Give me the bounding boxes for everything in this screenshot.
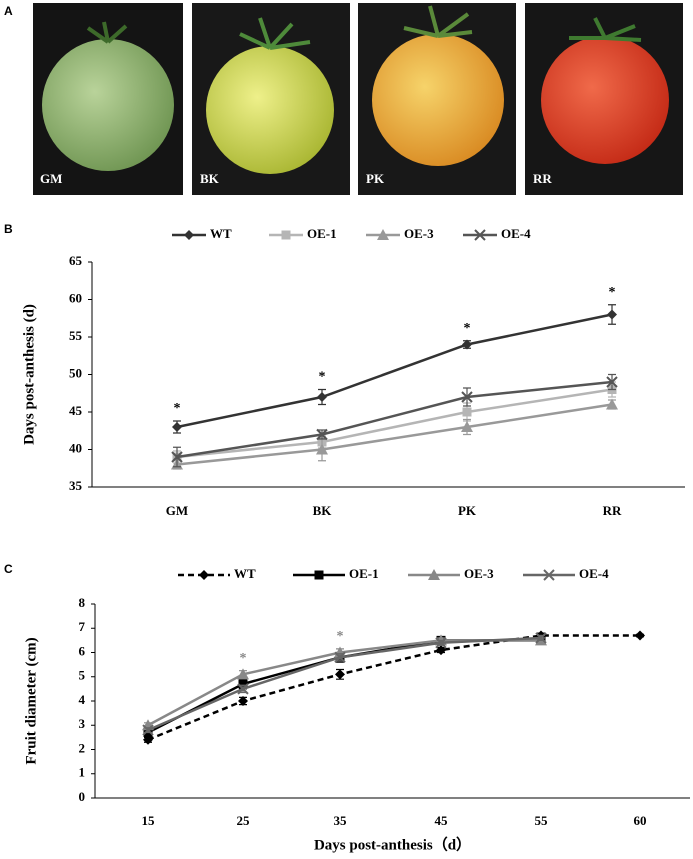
y-tick-label: 6 (79, 643, 86, 658)
legend-label: WT (210, 226, 232, 241)
x-axis-label: Days post-anthesis（d） (314, 835, 471, 853)
marker (172, 422, 182, 432)
marker (237, 683, 249, 695)
photo: GM (33, 3, 183, 195)
annotation: * (240, 651, 247, 666)
legend-label: WT (234, 566, 256, 581)
marker (377, 229, 389, 240)
marker (462, 407, 472, 417)
x-tick-label: BK (313, 503, 333, 518)
x-tick-label: 15 (142, 813, 156, 828)
x-tick-label: 45 (435, 813, 449, 828)
marker (237, 668, 249, 680)
series-line (147, 634, 640, 741)
marker (635, 630, 645, 641)
x-tick-label: 60 (634, 813, 647, 828)
y-tick-label: 4 (79, 692, 86, 707)
marker (317, 392, 327, 402)
panel-label: C (4, 562, 13, 576)
y-axis-label: Fruit diameter (cm) (23, 637, 39, 764)
y-tick-label: 55 (69, 328, 83, 343)
y-tick-label: 60 (69, 290, 82, 305)
legend-label: OE-4 (579, 566, 609, 581)
y-tick-label: 0 (79, 789, 86, 804)
y-tick-label: 45 (69, 403, 83, 418)
marker (316, 443, 328, 455)
photo-label: GM (40, 171, 62, 186)
x-tick-label: GM (166, 503, 188, 518)
marker (428, 569, 440, 580)
marker (316, 428, 328, 441)
x-tick-label: 55 (535, 813, 549, 828)
annotation: * (609, 285, 616, 300)
marker (461, 391, 473, 403)
marker (199, 570, 209, 580)
photo-label: BK (200, 171, 220, 186)
series-line (176, 388, 613, 459)
y-tick-label: 40 (69, 440, 82, 455)
marker (606, 376, 618, 388)
y-tick-label: 35 (69, 478, 83, 493)
y-tick-label: 2 (79, 740, 86, 755)
y-tick-label: 7 (79, 619, 86, 634)
marker (535, 632, 547, 644)
panel-label: B (4, 222, 13, 236)
marker (184, 230, 194, 240)
legend-label: OE-3 (404, 226, 434, 241)
y-tick-label: 50 (69, 365, 82, 380)
y-tick-label: 5 (79, 668, 86, 683)
marker (474, 229, 486, 241)
annotation: * (337, 629, 344, 644)
y-axis-label: Days post-anthesis (d) (21, 304, 37, 445)
photo: BK (192, 3, 350, 195)
photo: PK (358, 3, 516, 195)
annotation: * (464, 321, 471, 336)
marker (142, 724, 154, 736)
photo: RR (525, 3, 683, 195)
marker (335, 669, 345, 680)
x-tick-label: 35 (334, 813, 348, 828)
marker (606, 398, 618, 410)
marker (314, 570, 324, 580)
legend-label: OE-3 (464, 566, 494, 581)
x-tick-label: 25 (237, 813, 251, 828)
annotation: * (174, 401, 181, 416)
marker (238, 679, 248, 689)
marker (281, 230, 291, 240)
x-tick-label: PK (458, 503, 477, 518)
marker (607, 309, 617, 320)
marker (238, 696, 248, 706)
marker (334, 651, 346, 664)
series-line (176, 313, 613, 429)
legend-label: OE-1 (307, 226, 337, 241)
marker (543, 569, 555, 581)
photo-label: RR (533, 171, 552, 186)
marker (462, 339, 472, 350)
series-line (176, 403, 613, 466)
annotation: * (319, 370, 326, 385)
y-tick-label: 3 (79, 716, 86, 731)
marker (435, 637, 447, 649)
marker (461, 421, 473, 432)
photo-label: PK (366, 171, 385, 186)
y-tick-label: 65 (69, 253, 83, 268)
legend-label: OE-4 (501, 226, 531, 241)
marker (143, 734, 153, 745)
y-tick-label: 8 (79, 595, 86, 610)
series-line (176, 380, 613, 459)
legend-label: OE-1 (349, 566, 379, 581)
y-tick-label: 1 (79, 765, 86, 780)
marker (436, 645, 446, 656)
panel-label: A (4, 4, 13, 18)
x-tick-label: RR (603, 503, 622, 518)
marker (171, 451, 183, 463)
